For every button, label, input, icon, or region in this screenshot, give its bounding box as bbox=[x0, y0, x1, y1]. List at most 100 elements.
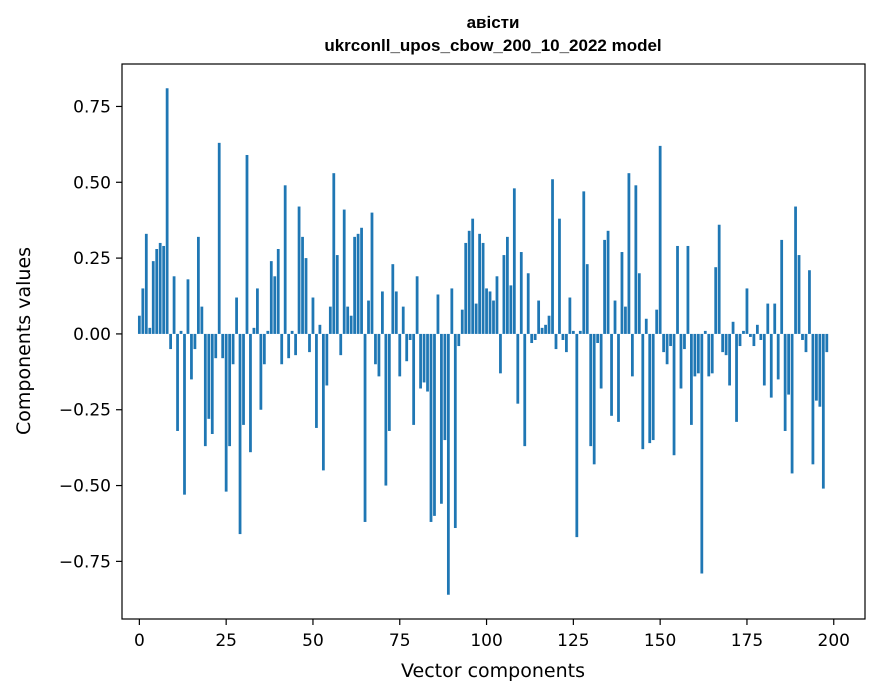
bar-166 bbox=[714, 267, 718, 334]
chart-title-line1: авісти bbox=[467, 13, 520, 32]
bar-171 bbox=[731, 321, 735, 334]
bar-188 bbox=[790, 333, 794, 474]
bar-81 bbox=[419, 333, 422, 389]
bar-29 bbox=[238, 333, 242, 535]
bar-20 bbox=[207, 333, 211, 419]
bar-17 bbox=[196, 236, 200, 334]
bar-83 bbox=[426, 333, 429, 392]
bar-120 bbox=[554, 333, 558, 350]
bar-134 bbox=[603, 239, 606, 334]
bar-159 bbox=[690, 333, 693, 425]
x-tick-label: 50 bbox=[302, 631, 324, 651]
bar-69 bbox=[377, 333, 381, 377]
bar-65 bbox=[363, 333, 367, 522]
bar-151 bbox=[662, 333, 666, 353]
bar-108 bbox=[512, 188, 516, 334]
bar-38 bbox=[269, 261, 273, 334]
bar-14 bbox=[186, 279, 190, 334]
bar-139 bbox=[620, 252, 624, 334]
bar-85 bbox=[433, 333, 436, 516]
bar-40 bbox=[276, 249, 280, 334]
bar-48 bbox=[304, 258, 308, 334]
bar-152 bbox=[665, 333, 669, 365]
bar-89 bbox=[446, 333, 450, 595]
bar-114 bbox=[533, 333, 537, 340]
bar-101 bbox=[488, 291, 492, 334]
bar-27 bbox=[231, 333, 235, 365]
bar-47 bbox=[301, 236, 304, 334]
bar-86 bbox=[436, 294, 440, 334]
bar-2 bbox=[144, 233, 148, 334]
bar-107 bbox=[509, 285, 513, 334]
bar-51 bbox=[315, 333, 318, 428]
bar-145 bbox=[641, 333, 645, 450]
bar-189 bbox=[794, 206, 797, 334]
bar-193 bbox=[808, 270, 811, 334]
bar-169 bbox=[724, 333, 728, 356]
bar-167 bbox=[717, 224, 721, 334]
bar-60 bbox=[346, 306, 350, 334]
bar-148 bbox=[651, 333, 655, 441]
bar-52 bbox=[318, 324, 322, 334]
bar-11 bbox=[176, 333, 179, 431]
bar-16 bbox=[193, 333, 197, 350]
plot-frame bbox=[121, 63, 866, 620]
bar-76 bbox=[401, 306, 405, 334]
x-tick-label: 100 bbox=[470, 631, 502, 651]
bar-49 bbox=[308, 333, 311, 353]
bar-135 bbox=[606, 230, 610, 334]
y-tick-label: −0.50 bbox=[59, 477, 111, 497]
bar-43 bbox=[287, 333, 291, 359]
bar-133 bbox=[599, 333, 603, 389]
bar-78 bbox=[408, 333, 412, 340]
bar-58 bbox=[339, 333, 343, 356]
bars-group bbox=[137, 88, 829, 595]
bar-191 bbox=[801, 333, 804, 340]
bar-117 bbox=[544, 324, 547, 334]
bar-33 bbox=[252, 327, 256, 334]
bar-59 bbox=[342, 209, 346, 334]
bar-182 bbox=[769, 333, 773, 398]
bar-187 bbox=[787, 333, 791, 395]
bar-56 bbox=[332, 173, 336, 334]
bar-32 bbox=[249, 333, 252, 453]
bar-106 bbox=[505, 236, 509, 334]
bar-99 bbox=[481, 242, 485, 334]
bar-96 bbox=[471, 218, 475, 334]
bar-72 bbox=[387, 333, 391, 431]
bar-68 bbox=[374, 333, 377, 365]
bar-150 bbox=[658, 145, 662, 334]
bar-13 bbox=[183, 333, 186, 495]
bar-25 bbox=[224, 333, 228, 492]
bar-113 bbox=[530, 333, 534, 344]
bar-84 bbox=[429, 333, 433, 522]
bar-132 bbox=[596, 333, 600, 344]
bar-75 bbox=[398, 333, 402, 377]
bar-195 bbox=[815, 333, 818, 401]
x-tick-label: 150 bbox=[644, 631, 676, 651]
bar-105 bbox=[502, 255, 506, 334]
bar-7 bbox=[162, 245, 166, 334]
bar-183 bbox=[773, 303, 777, 334]
bar-94 bbox=[464, 242, 468, 334]
bar-176 bbox=[749, 333, 752, 337]
bar-82 bbox=[422, 333, 426, 383]
y-tick-label: 0.00 bbox=[73, 325, 111, 345]
bar-102 bbox=[492, 300, 495, 334]
bar-6 bbox=[158, 242, 162, 334]
x-tick-label: 25 bbox=[215, 631, 237, 651]
bar-0 bbox=[137, 315, 141, 334]
bar-122 bbox=[561, 333, 565, 340]
bar-74 bbox=[394, 291, 398, 334]
bar-19 bbox=[203, 333, 207, 447]
bar-172 bbox=[735, 333, 738, 422]
x-tick-label: 75 bbox=[389, 631, 411, 651]
bar-97 bbox=[474, 303, 478, 334]
bar-125 bbox=[571, 330, 575, 334]
bar-144 bbox=[637, 273, 641, 334]
bar-62 bbox=[353, 236, 357, 334]
bar-174 bbox=[742, 330, 745, 334]
x-axis-ticks: 0 25 50 75 100 125 150 175 200 bbox=[134, 619, 850, 651]
bar-30 bbox=[242, 333, 245, 425]
